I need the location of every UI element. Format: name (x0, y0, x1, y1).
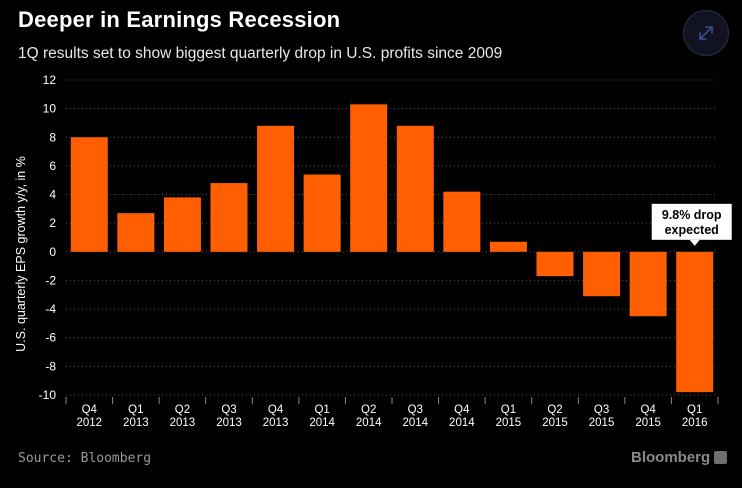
chart-title: Deeper in Earnings Recession (18, 7, 341, 32)
brand-name: Bloomberg (631, 449, 711, 466)
x-tick-year: 2013 (170, 417, 196, 429)
bar (396, 125, 434, 252)
bar (536, 251, 574, 277)
y-tick-label: 2 (49, 216, 56, 230)
x-tick-year: 2013 (263, 417, 289, 429)
bar (117, 213, 155, 252)
source-note: Source: Bloomberg (18, 451, 152, 466)
x-tick-year: 2014 (309, 417, 335, 429)
x-tick-quarter: Q3 (594, 404, 609, 416)
x-tick-quarter: Q4 (454, 404, 470, 416)
bar (163, 197, 201, 252)
x-tick-year: 2014 (402, 417, 428, 429)
y-tick-label: 10 (43, 102, 57, 116)
annotation-text: expected (665, 223, 719, 237)
x-tick-year: 2013 (216, 417, 242, 429)
bar (70, 137, 108, 252)
x-tick-quarter: Q2 (547, 404, 562, 416)
x-tick-quarter: Q4 (640, 404, 656, 416)
expand-arrows-icon (699, 26, 713, 40)
x-tick-year: 2016 (682, 417, 708, 429)
y-axis-label: U.S. quarterly EPS growth y/y, in % (14, 156, 28, 352)
bloomberg-chart-icon (714, 451, 728, 464)
expand-button[interactable] (683, 10, 729, 56)
x-tick-quarter: Q4 (82, 404, 98, 416)
x-tick-year: 2014 (449, 417, 475, 429)
x-tick-year: 2015 (589, 417, 615, 429)
bar (210, 183, 248, 252)
x-tick-year: 2015 (542, 417, 568, 429)
y-tick-label: 12 (43, 73, 57, 87)
y-tick-label: 6 (49, 159, 56, 173)
x-tick-quarter: Q1 (687, 404, 702, 416)
bar (676, 251, 714, 393)
y-tick-label: 0 (49, 245, 56, 259)
bar (303, 174, 341, 252)
annotation-text: 9.8% drop (662, 208, 722, 222)
x-tick-quarter: Q1 (314, 404, 329, 416)
y-tick-label: -6 (45, 331, 56, 345)
bar (350, 104, 388, 252)
x-tick-year: 2012 (76, 417, 102, 429)
bar (257, 125, 295, 252)
x-tick-quarter: Q4 (268, 404, 284, 416)
x-tick-quarter: Q3 (408, 404, 423, 416)
x-tick-quarter: Q2 (175, 404, 190, 416)
bar (629, 251, 667, 317)
x-tick-quarter: Q2 (361, 404, 376, 416)
y-tick-label: 8 (49, 130, 56, 144)
chart-subtitle: 1Q results set to show biggest quarterly… (18, 45, 503, 62)
y-tick-label: 4 (49, 188, 56, 202)
y-tick-label: -10 (39, 388, 57, 402)
y-tick-label: -4 (45, 302, 56, 316)
x-tick-quarter: Q3 (221, 404, 236, 416)
x-tick-year: 2013 (123, 417, 149, 429)
x-tick-quarter: Q1 (128, 404, 143, 416)
x-tick-year: 2014 (356, 417, 382, 429)
annotation-box (651, 203, 732, 240)
y-tick-label: -8 (45, 359, 56, 373)
y-tick-label: -2 (45, 273, 56, 287)
x-tick-quarter: Q1 (501, 404, 516, 416)
bar (489, 241, 527, 252)
brand-logo: Bloomberg (631, 449, 728, 466)
bar (583, 251, 621, 297)
bar (443, 191, 481, 252)
annotation-pointer (689, 239, 700, 246)
x-tick-year: 2015 (635, 417, 661, 429)
x-tick-year: 2015 (496, 417, 522, 429)
